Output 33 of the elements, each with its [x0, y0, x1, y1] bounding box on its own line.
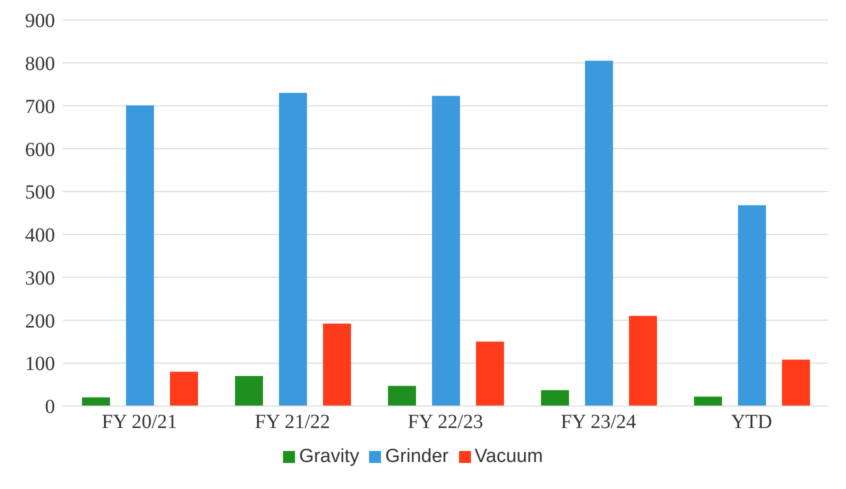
bar — [694, 396, 722, 406]
y-tick-label: 300 — [25, 267, 55, 290]
legend-label: Vacuum — [474, 446, 543, 467]
bar — [170, 372, 198, 406]
bar — [279, 92, 307, 406]
x-tick-label: FY 20/21 — [102, 411, 178, 434]
bar — [782, 360, 810, 406]
y-tick-label: 900 — [25, 10, 55, 32]
bar — [235, 376, 263, 406]
bar — [432, 96, 460, 406]
y-tick-label: 500 — [25, 182, 55, 204]
legend-label: Grinder — [385, 446, 449, 467]
bar — [82, 397, 110, 406]
y-tick-label: 700 — [25, 96, 55, 118]
bar — [476, 342, 504, 406]
bar — [738, 205, 766, 406]
bar — [541, 390, 569, 406]
y-tick-label: 800 — [25, 52, 55, 75]
y-tick-label: 600 — [25, 138, 55, 161]
x-tick-label: FY 23/24 — [560, 411, 636, 434]
bar — [388, 386, 416, 406]
legend-label: Gravity — [299, 446, 360, 467]
x-tick-label: FY 22/23 — [408, 411, 484, 434]
bar — [585, 60, 613, 406]
x-tick-label: YTD — [730, 411, 772, 434]
bar — [629, 316, 657, 406]
y-tick-label: 0 — [45, 396, 55, 418]
y-tick-label: 200 — [25, 310, 55, 332]
y-tick-label: 400 — [25, 224, 55, 247]
bar — [323, 324, 351, 406]
y-tick-label: 100 — [25, 353, 55, 376]
x-tick-label: FY 21/22 — [254, 411, 330, 434]
bar — [126, 105, 154, 406]
